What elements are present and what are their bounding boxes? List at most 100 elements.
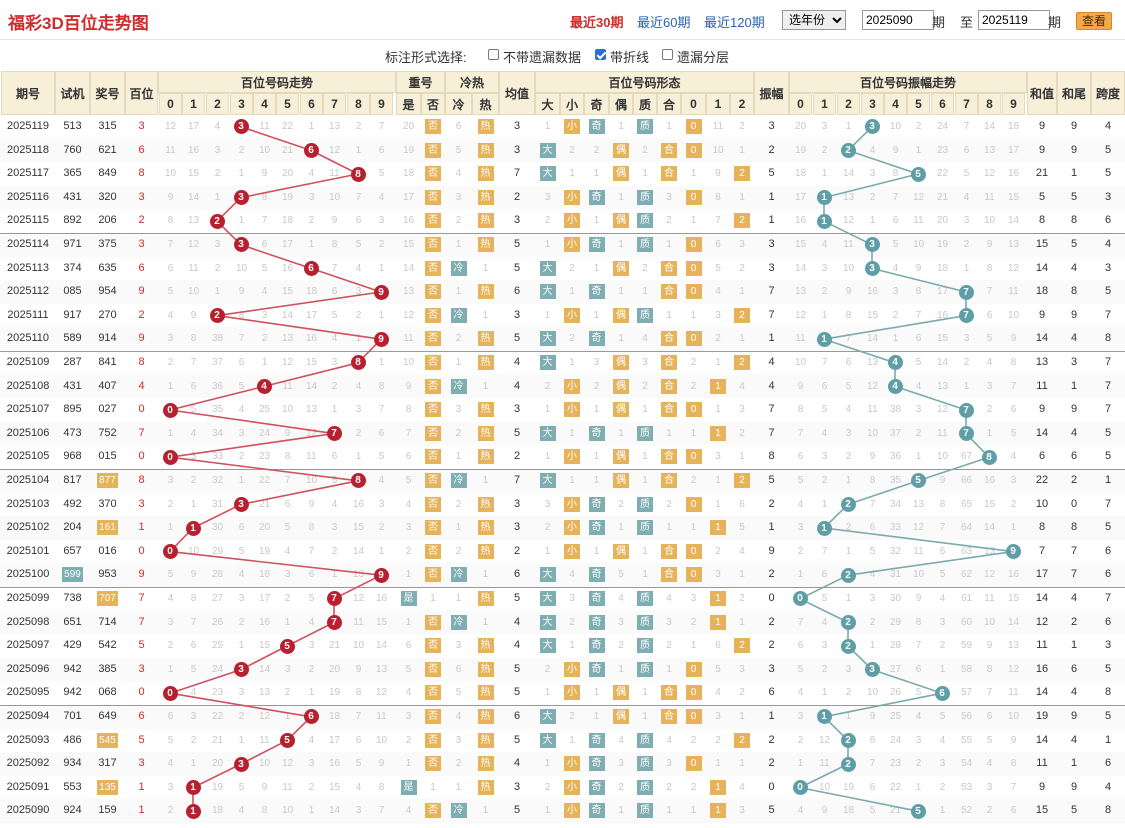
sum-value: 22	[1035, 474, 1049, 486]
amp-missing-7: 2	[963, 239, 970, 250]
header-prize: 奖号	[90, 71, 125, 115]
amp-missing-6: 12	[936, 404, 949, 416]
mod-missing-2: 3	[739, 239, 745, 250]
cold-tag: 冷	[445, 375, 472, 399]
even: 偶	[609, 540, 633, 564]
header-trend-digit-5: 5	[276, 93, 299, 115]
big-missing: 1	[544, 805, 551, 817]
polyline-checkbox[interactable]	[595, 49, 606, 60]
mod-2-tag: 2	[734, 307, 750, 323]
trend-line-segment	[310, 267, 382, 293]
amp-missing-8: 2	[986, 805, 993, 817]
trend-missing-6: 13	[305, 404, 318, 416]
odd-missing: 1	[593, 545, 600, 557]
amp-missing-2: 11	[843, 239, 854, 250]
amp-missing-7: 59	[960, 640, 973, 652]
trend-missing-5: 22	[281, 121, 294, 132]
odd-tag: 奇	[588, 591, 605, 606]
prime-tag: 质	[637, 803, 653, 819]
prize-number: 161	[90, 516, 125, 540]
nav-recent-60[interactable]: 最近60期	[637, 15, 691, 30]
mod-0-tag: 0	[685, 189, 702, 205]
sum-value: 19	[1035, 710, 1049, 722]
from-issue-input[interactable]	[862, 10, 934, 30]
amp-ball: 5	[910, 803, 926, 819]
span-value: 3	[1104, 639, 1112, 652]
repeat-no-tag: 否	[425, 142, 441, 158]
repeat-no: 否	[421, 209, 445, 233]
hot-tag-tag: 热	[477, 756, 494, 772]
no-missing-checkbox[interactable]	[488, 49, 499, 60]
odd: 奇	[584, 799, 609, 823]
hundred-digit: 9	[138, 285, 145, 298]
year-select[interactable]: 选年份	[782, 10, 846, 30]
trend-missing-2: 24	[211, 663, 224, 675]
cold-missing: 1	[455, 357, 462, 368]
mean-value: 5	[513, 238, 521, 250]
mod-2-tag: 2	[734, 213, 750, 229]
amp-missing-4: 5	[892, 239, 899, 250]
tail-value: 8	[1070, 285, 1078, 298]
to-issue-input[interactable]	[978, 10, 1050, 30]
amp-missing-7: 53	[960, 781, 973, 793]
mean-value: 3	[513, 403, 521, 416]
trend-missing-2: 32	[211, 475, 224, 486]
trial-number: 431	[63, 190, 82, 203]
amp-missing-5: 2	[915, 121, 922, 132]
amp-missing-1: 1	[821, 498, 828, 510]
prize-number: 714	[98, 615, 117, 628]
mean-value: 6	[513, 710, 521, 722]
amp-missing-7: 7	[963, 121, 970, 132]
mod-missing-1: 10	[712, 144, 724, 156]
composite-tag: 合	[661, 355, 677, 370]
amp-missing-5: 4	[915, 711, 922, 722]
trend-missing-4: 22	[258, 475, 271, 486]
issue-number: 2025099	[6, 592, 50, 604]
odd: 奇	[584, 587, 609, 611]
small-missing: 2	[569, 144, 575, 156]
amp-missing-9: 16	[1007, 569, 1020, 581]
mod-0-tag: 0	[685, 237, 702, 252]
odd-missing: 1	[593, 168, 600, 180]
amp-missing-6: 2	[939, 781, 946, 793]
trend-missing-5: 10	[281, 404, 294, 416]
trend-missing-8: 9	[355, 663, 362, 675]
amp-missing-6: 23	[936, 144, 949, 156]
cold-tag-tag: 冷	[450, 378, 467, 394]
cold-tag-tag: 冷	[450, 473, 467, 488]
layer-label[interactable]: 遗漏分层	[677, 50, 730, 65]
small-missing: 2	[569, 333, 575, 345]
trial-number-tag: 599	[62, 567, 83, 583]
mod-0-tag: 0	[685, 284, 702, 300]
amplitude: 0	[768, 780, 775, 793]
hundred-digit: 3	[138, 662, 145, 675]
trial-number: 365	[63, 167, 82, 180]
repeat-no-tag: 否	[425, 567, 441, 583]
amp-ball: 3	[864, 119, 880, 135]
nav-recent-120[interactable]: 最近120期	[704, 15, 765, 30]
even: 偶	[609, 445, 633, 469]
mean-value: 3	[513, 780, 521, 793]
trend-line-segment	[333, 574, 382, 600]
sum-value: 18	[1035, 285, 1049, 298]
hot-missing: 1	[482, 569, 489, 581]
amp-missing-2: 8	[845, 309, 852, 321]
even: 偶	[609, 705, 633, 729]
amp-missing-8: 10	[983, 215, 996, 227]
span-value: 4	[1104, 238, 1112, 250]
trend-missing-4: 7	[261, 215, 268, 227]
amp-missing-3: 3	[869, 168, 876, 180]
query-button[interactable]: 查看	[1076, 12, 1112, 30]
no-missing-label[interactable]: 不带遗漏数据	[503, 50, 582, 65]
odd: 奇	[584, 752, 609, 776]
nav-recent-30[interactable]: 最近30期	[570, 15, 624, 30]
polyline-label[interactable]: 带折线	[610, 50, 650, 65]
trend-missing-8: 14	[352, 545, 365, 557]
amp-missing-1: 3	[821, 262, 828, 274]
sum-value: 9	[1038, 308, 1046, 321]
amp-ball: 4	[887, 355, 903, 371]
issue-number: 2025094	[6, 710, 50, 722]
layer-checkbox[interactable]	[662, 49, 673, 60]
span-value: 8	[1104, 686, 1112, 699]
trend-ball: 3	[233, 119, 249, 135]
